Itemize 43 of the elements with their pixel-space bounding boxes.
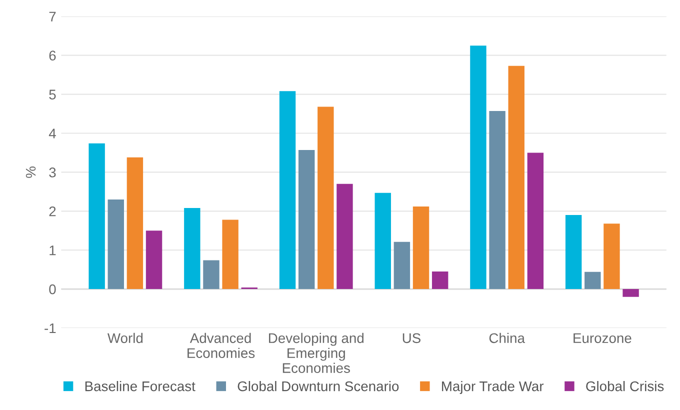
y-tick-label: 0 (49, 284, 56, 294)
legend-label: Global Crisis (586, 381, 664, 392)
bar (279, 91, 296, 290)
bar (565, 215, 582, 290)
legend-label: Baseline Forecast (85, 381, 196, 392)
bar (374, 192, 391, 290)
bar (203, 260, 220, 290)
bar (318, 106, 334, 290)
y-tick-label: 1 (50, 246, 56, 256)
bar (222, 220, 238, 290)
bar (336, 184, 353, 290)
x-tick-label: Advanced Economies (188, 332, 255, 358)
bar (88, 143, 105, 290)
bar (146, 230, 162, 290)
x-tick-label: US (402, 333, 420, 344)
y-tick-label: 5 (49, 90, 56, 100)
y-tick-label: 6 (49, 50, 56, 61)
bar (622, 289, 639, 297)
bar (527, 152, 544, 290)
x-tick-label: World (107, 332, 143, 344)
x-tick-label: China (489, 332, 525, 344)
bar (508, 66, 524, 290)
y-axis-title: % (26, 166, 36, 178)
bar (184, 208, 200, 290)
y-tick-label: 4 (48, 128, 56, 138)
y-tick-label: 2 (49, 206, 56, 216)
bar (108, 199, 124, 290)
y-tick-label: -1 (44, 323, 56, 334)
legend-label: Global Downturn Scenario (238, 381, 399, 392)
legend-label: Major Trade War (442, 381, 544, 394)
bar (298, 150, 315, 290)
bar (126, 157, 144, 290)
bar (432, 272, 448, 290)
y-tick-label: 7 (49, 12, 56, 22)
bar (584, 272, 601, 290)
x-tick-label: Eurozone (574, 333, 632, 344)
bar (604, 224, 620, 290)
bar (412, 206, 430, 290)
bar (470, 46, 486, 290)
y-tick-label: 3 (49, 168, 56, 178)
x-tick-label: Developing and Emerging Economies (269, 332, 364, 373)
bar (394, 242, 410, 290)
bar (489, 111, 506, 290)
